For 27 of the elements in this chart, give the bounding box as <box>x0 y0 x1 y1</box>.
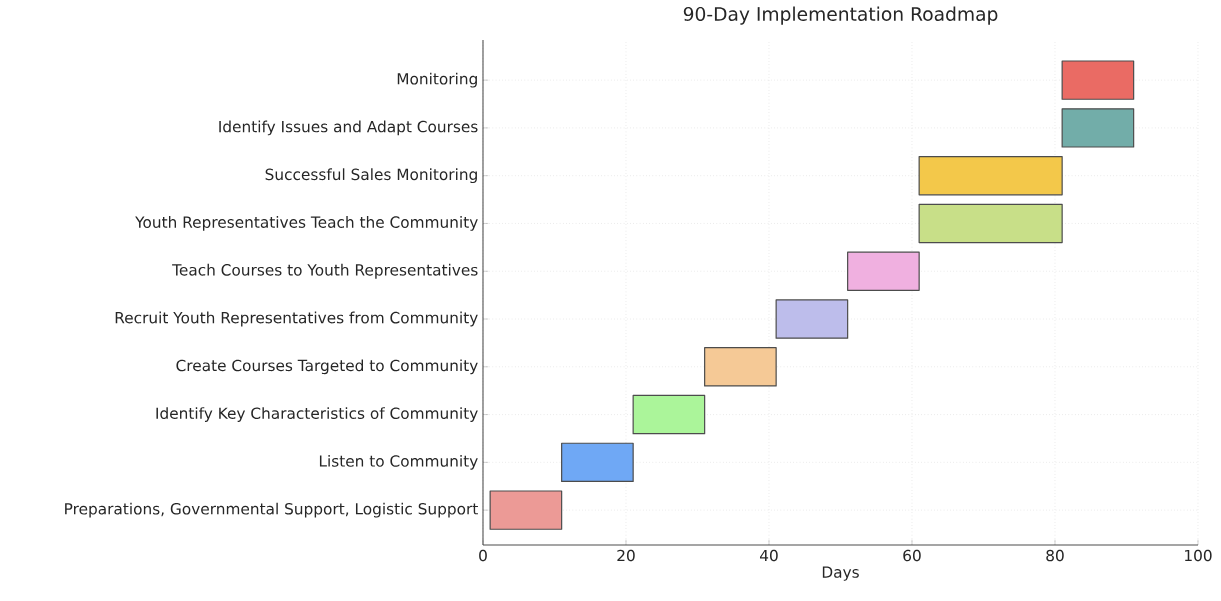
y-tick-label: Successful Sales Monitoring <box>265 168 477 184</box>
x-tick-label: 60 <box>903 549 921 562</box>
bar <box>632 394 706 435</box>
x-tick-label: 0 <box>479 549 487 562</box>
y-tick-label: Teach Courses to Youth Representatives <box>172 263 478 279</box>
y-tick-label: Create Courses Targeted to Community <box>176 359 478 375</box>
y-tick-label: Monitoring <box>397 72 477 88</box>
bar <box>847 251 920 291</box>
y-tick-label: Listen to Community <box>319 454 478 470</box>
y-tick-label: Preparations, Governmental Support, Logistic Support <box>65 502 478 518</box>
bar <box>1061 60 1135 100</box>
x-axis-title: Days <box>822 566 859 581</box>
x-tick-label: 20 <box>617 549 635 562</box>
x-tick-label: 100 <box>1185 549 1212 562</box>
x-tick-label: 80 <box>1046 549 1064 562</box>
chart-title: 90-Day Implementation Roadmap <box>683 6 998 25</box>
bar <box>561 442 634 483</box>
bar <box>704 347 777 387</box>
y-tick-label: Recruit Youth Representatives from Community <box>115 311 478 327</box>
bar <box>1061 108 1135 148</box>
bar <box>918 155 1063 196</box>
y-tick-label: Identify Issues and Adapt Courses <box>219 120 478 136</box>
y-tick-label: Identify Key Characteristics of Community <box>156 407 478 422</box>
y-tick-label: Youth Representatives Teach the Community <box>135 216 478 231</box>
bar <box>918 203 1063 244</box>
x-tick-label: 40 <box>759 549 778 562</box>
bar <box>775 299 849 339</box>
